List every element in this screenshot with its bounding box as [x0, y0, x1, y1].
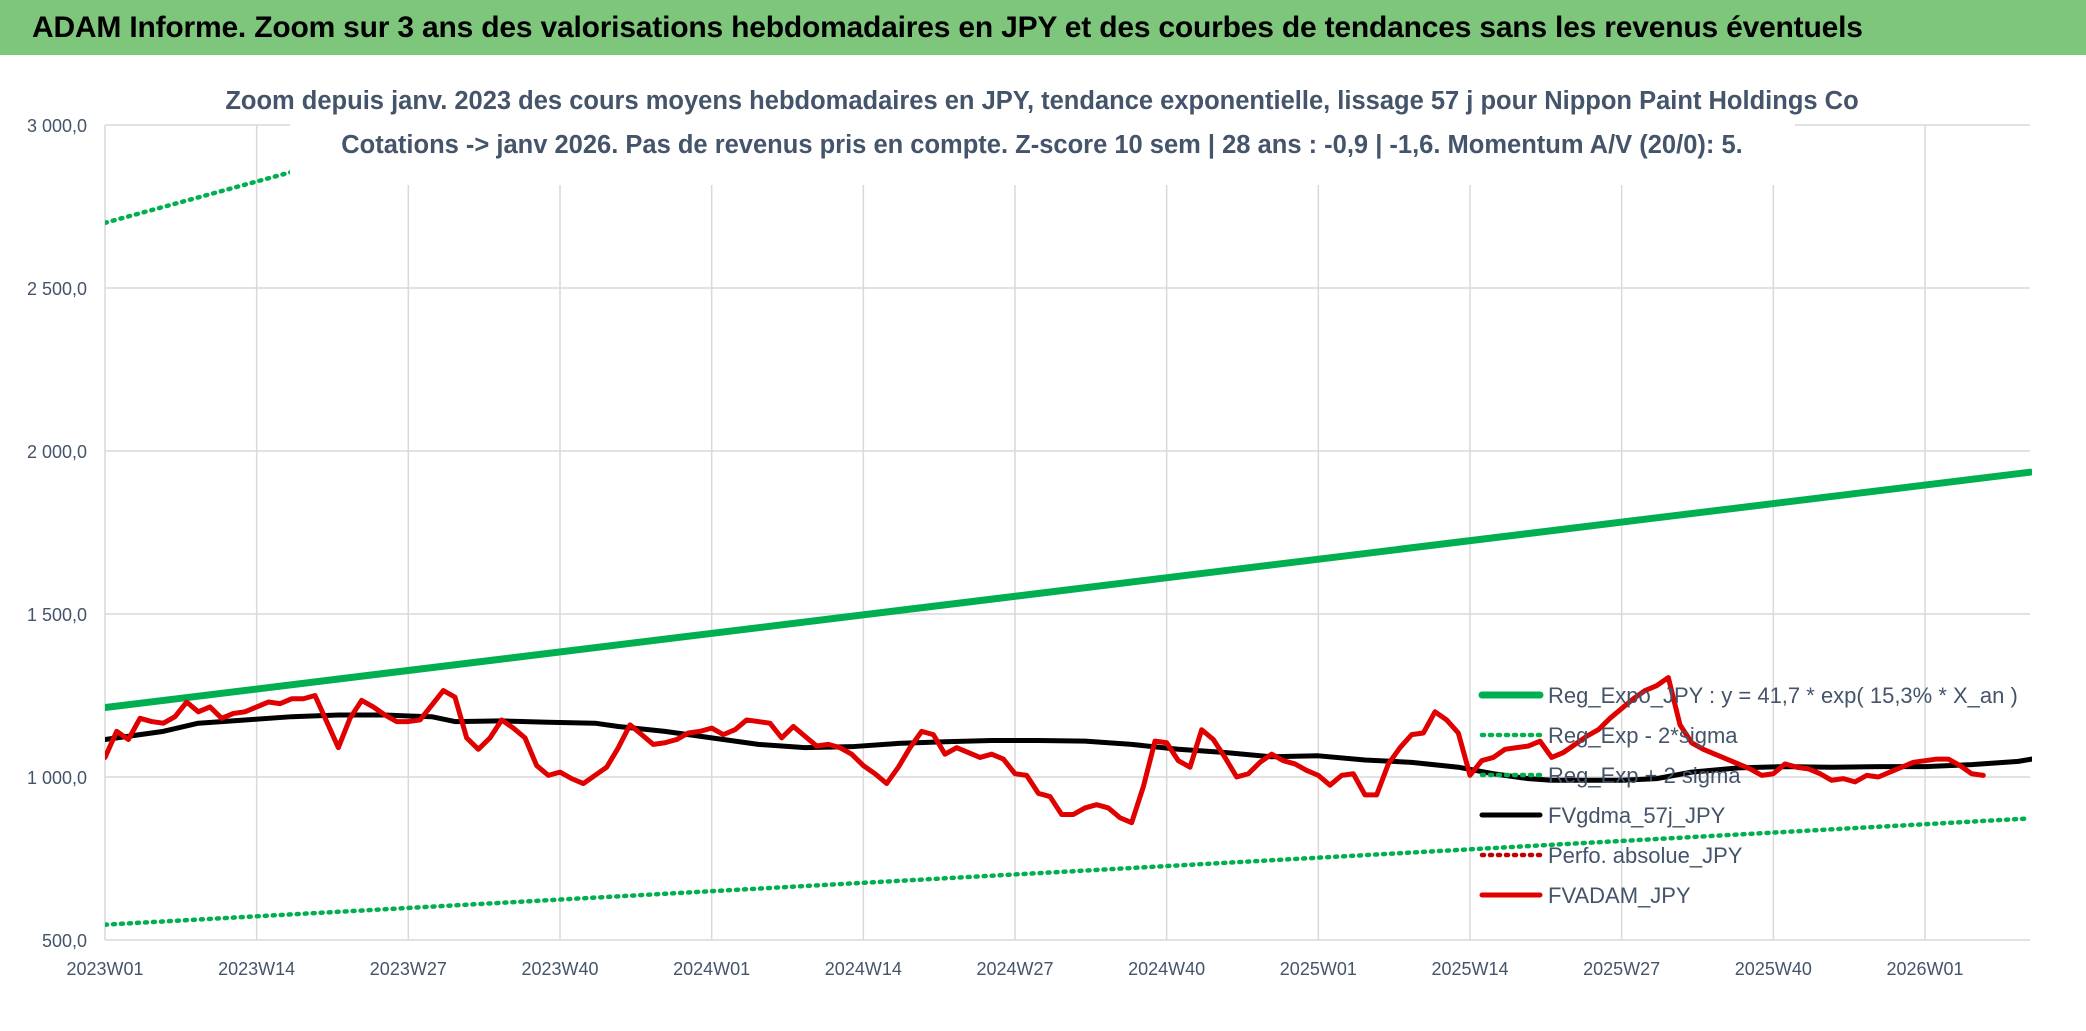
y-tick-label: 1 000,0 — [27, 768, 87, 788]
series-line — [105, 712, 2032, 783]
x-tick-label: 2024W40 — [1128, 959, 1205, 979]
y-tick-label: 500,0 — [42, 931, 87, 951]
legend-entry-label: Perfo. absolue_JPY — [1548, 843, 1743, 868]
chart-background — [0, 55, 2086, 1031]
y-tick-label: 1 500,0 — [27, 605, 87, 625]
x-tick-label: 2024W14 — [825, 959, 902, 979]
legend-entry-label: FVgdma_57j_JPY — [1548, 803, 1726, 828]
series-line — [105, 675, 1986, 826]
series-line — [105, 468, 2032, 712]
series-layer — [105, 123, 2032, 927]
legend: Reg_Expo_JPY : y = 41,7 * exp( 15,3% * X… — [1478, 683, 2018, 908]
chart-title-line-2: Cotations -> janv 2026. Pas de revenus p… — [341, 131, 1742, 159]
axis-layer: 500,0 1 000,0 1 500,0 2 000,0 2 500,0 3 000,0… — [27, 116, 1964, 979]
x-tick-label: 2025W40 — [1735, 959, 1812, 979]
x-tick-label: 2024W01 — [673, 959, 750, 979]
x-tick-label: 2023W01 — [66, 959, 143, 979]
legend-entry-label: Reg_Exp - 2*sigma — [1548, 723, 1738, 748]
x-tick-label: 2024W27 — [976, 959, 1053, 979]
x-tick-label: 2023W27 — [370, 959, 447, 979]
x-tick-label: 2025W01 — [1280, 959, 1357, 979]
legend-entry-label: FVADAM_JPY — [1548, 883, 1691, 908]
x-tick-label: 2026W01 — [1886, 959, 1963, 979]
x-tick-label: 2023W40 — [521, 959, 598, 979]
report-title: ADAM Informe. Zoom sur 3 ans des valoris… — [32, 10, 1863, 44]
legend-entry-label: Reg_Exp + 2 sigma — [1548, 763, 1741, 788]
title-backdrop — [290, 75, 1795, 185]
report-header: ADAM Informe. Zoom sur 3 ans des valoris… — [0, 0, 2086, 55]
series-line — [105, 816, 2032, 927]
y-tick-label: 2 000,0 — [27, 442, 87, 462]
chart: 500,0 1 000,0 1 500,0 2 000,0 2 500,0 3 000,0… — [0, 55, 2086, 1031]
x-tick-label: 2025W14 — [1431, 959, 1508, 979]
y-tick-label: 2 500,0 — [27, 279, 87, 299]
y-tick-label: 3 000,0 — [27, 116, 87, 136]
chart-title-line-1: Zoom depuis janv. 2023 des cours moyens … — [225, 87, 1858, 115]
x-tick-label: 2023W14 — [218, 959, 295, 979]
x-tick-label: 2025W27 — [1583, 959, 1660, 979]
chart-title-block: Zoom depuis janv. 2023 des cours moyens … — [225, 75, 1859, 185]
legend-entry-label: Reg_Expo_JPY : y = 41,7 * exp( 15,3% * X… — [1548, 683, 2018, 708]
